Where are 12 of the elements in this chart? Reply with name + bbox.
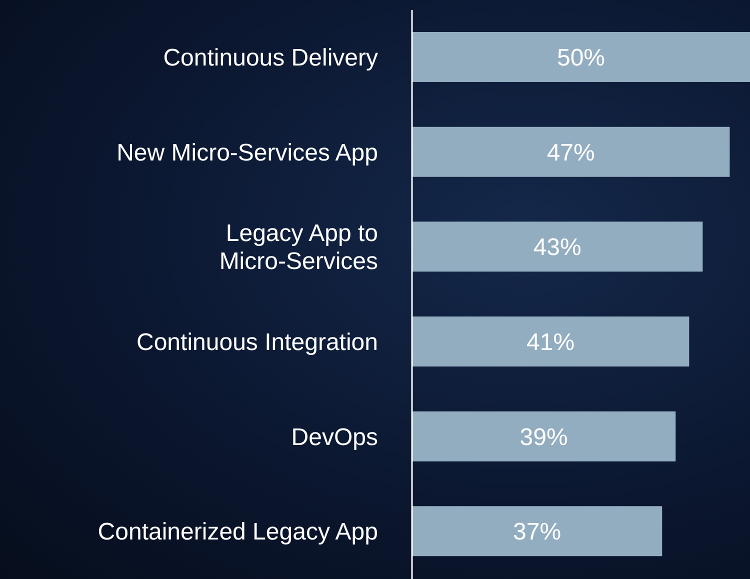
y-tick-label: Continuous Integration xyxy=(136,328,378,356)
data-label: 41% xyxy=(526,329,575,356)
y-tick-label: DevOps xyxy=(291,423,378,450)
data-label: 50% xyxy=(556,44,606,72)
y-tick-label: Containerized Legacy App xyxy=(98,518,378,546)
data-label: 37% xyxy=(513,518,562,546)
y-tick-label: Legacy App to Micro-Services xyxy=(219,220,378,275)
y-tick-label: New Micro-Services App xyxy=(116,138,378,166)
data-label: 39% xyxy=(520,424,568,451)
data-label: 43% xyxy=(533,234,582,262)
y-tick-label: Continuous Delivery xyxy=(163,44,378,71)
data-label: 47% xyxy=(546,139,595,166)
